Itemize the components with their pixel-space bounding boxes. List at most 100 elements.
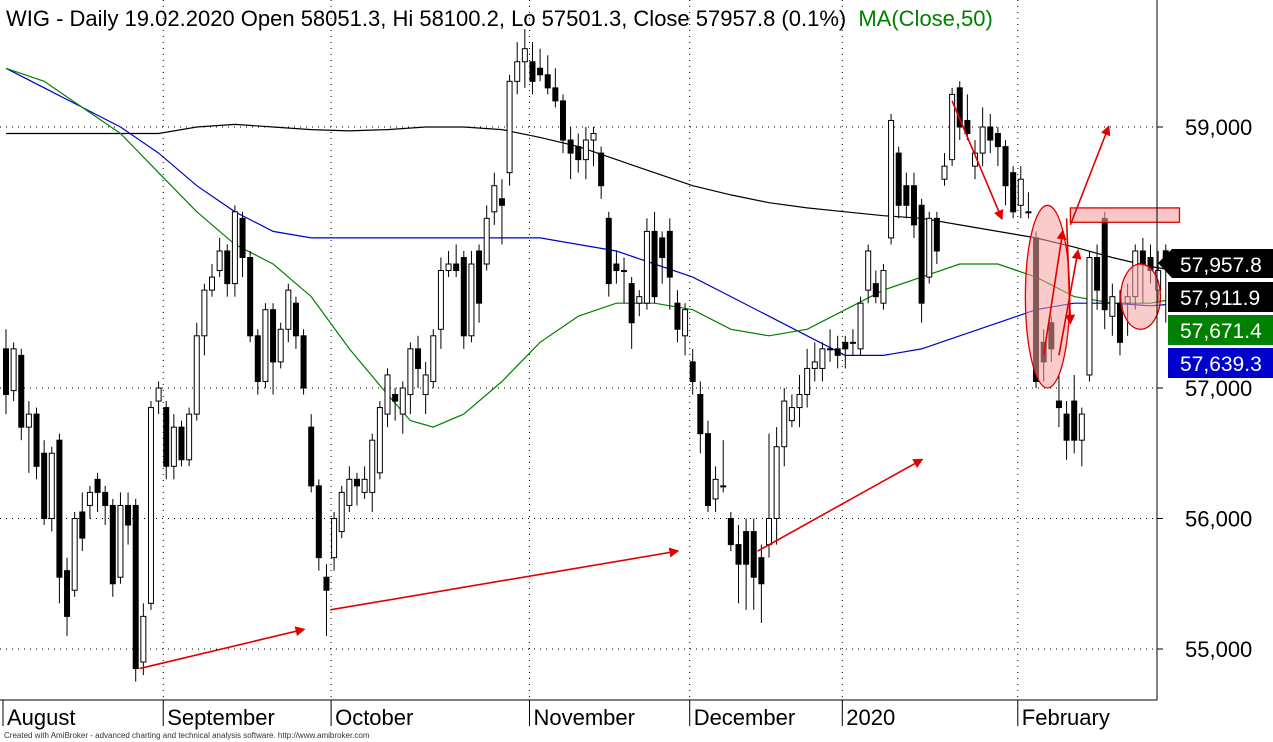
- candle: [3, 329, 9, 415]
- candle: [979, 107, 986, 167]
- month-label: November: [533, 705, 634, 730]
- candle-body: [308, 426, 315, 487]
- candle-body: [888, 119, 895, 239]
- candle-body: [1055, 400, 1062, 409]
- candle: [132, 498, 139, 682]
- candle: [537, 48, 544, 82]
- candle-body: [1017, 178, 1024, 206]
- candle: [651, 211, 658, 304]
- candle: [292, 296, 299, 349]
- trend-arrow: [951, 100, 1004, 221]
- trend-arrow: [1069, 125, 1111, 226]
- y-tick-label: 57,000: [1185, 376, 1252, 401]
- candle: [346, 466, 353, 512]
- candle: [270, 303, 277, 395]
- candle: [216, 237, 223, 278]
- candle-body: [476, 250, 483, 304]
- candle-body: [384, 374, 391, 415]
- candle-body: [651, 230, 658, 298]
- candle: [392, 388, 399, 421]
- badge-value: 57,639.3: [1180, 353, 1262, 376]
- month-label: September: [167, 705, 275, 730]
- candle-body: [697, 394, 704, 435]
- candle: [109, 498, 116, 597]
- candle-body: [277, 328, 284, 363]
- candle: [117, 492, 124, 584]
- candle: [666, 218, 673, 310]
- candle: [941, 153, 948, 186]
- candle: [64, 557, 71, 636]
- candle: [758, 544, 765, 623]
- candle-body: [514, 61, 521, 82]
- candle-body: [613, 263, 620, 272]
- price-badge: 57,957.8: [1158, 249, 1273, 278]
- candle-body: [10, 348, 17, 392]
- candle: [750, 518, 757, 610]
- candle-body: [94, 478, 101, 493]
- candle-body: [270, 309, 277, 363]
- candle-body: [582, 139, 589, 161]
- candle: [1025, 192, 1032, 219]
- candle-body: [643, 230, 650, 304]
- candle: [94, 472, 101, 512]
- candle: [1071, 374, 1078, 454]
- candle: [186, 407, 193, 467]
- candle: [773, 427, 780, 545]
- candle: [834, 335, 841, 369]
- candle: [796, 374, 803, 428]
- price-badge: 57,671.4: [1168, 315, 1273, 345]
- candle-body: [430, 335, 437, 382]
- candle-body: [682, 309, 689, 337]
- trend-arrow: [1065, 218, 1076, 325]
- badge-pointer-bg: [1158, 249, 1273, 278]
- candle: [407, 342, 414, 415]
- candle-body: [1109, 296, 1116, 317]
- candle-body: [666, 230, 673, 278]
- candle-body: [872, 283, 879, 298]
- candle-body: [819, 348, 826, 369]
- candle: [521, 29, 528, 88]
- candle: [956, 81, 963, 141]
- candle: [201, 283, 208, 356]
- candle: [254, 329, 261, 395]
- candle-body: [140, 615, 147, 663]
- candle: [147, 401, 154, 610]
- candle-body: [1139, 250, 1146, 265]
- candle-body: [964, 119, 971, 135]
- candle-body: [720, 485, 727, 488]
- month-label: August: [7, 705, 76, 730]
- candle-body: [71, 518, 78, 591]
- candle: [140, 603, 147, 676]
- candle: [628, 277, 635, 349]
- candle-body: [376, 407, 383, 474]
- candle-body: [804, 367, 811, 396]
- candle-body: [941, 165, 948, 180]
- candle-body: [437, 270, 444, 330]
- badge-bg: [1168, 315, 1273, 345]
- ma-line: [5, 67, 1166, 356]
- candle-body: [605, 217, 612, 285]
- candle-body: [186, 413, 193, 461]
- candle-body: [796, 394, 803, 409]
- candle-body: [56, 439, 63, 578]
- candle: [353, 472, 360, 506]
- candle-body: [18, 354, 25, 428]
- candle: [315, 479, 322, 571]
- resistance-box: [1069, 207, 1181, 223]
- candle: [613, 250, 620, 284]
- candle: [1116, 290, 1123, 356]
- badge-value: 57,911.9: [1180, 287, 1260, 310]
- candle-body: [712, 478, 719, 500]
- candle-body: [422, 374, 429, 396]
- candle: [994, 127, 1001, 167]
- candle: [300, 329, 307, 395]
- candle-body: [262, 309, 269, 382]
- candle-body: [750, 531, 757, 578]
- candle: [239, 211, 246, 278]
- candle-body: [521, 48, 528, 63]
- candle-body: [1071, 400, 1078, 441]
- candle-body: [331, 518, 338, 559]
- candle: [163, 401, 170, 480]
- candle-body: [559, 100, 566, 141]
- candle-body: [1086, 257, 1093, 376]
